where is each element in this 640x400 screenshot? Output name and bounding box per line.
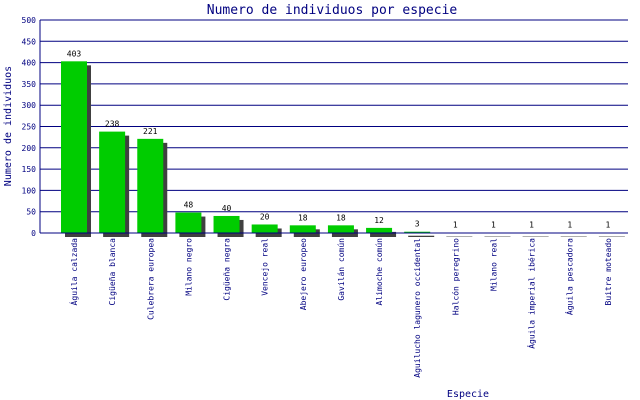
data-label: 1 [529, 221, 534, 230]
x-tick-label: Cigüeña blanca [108, 238, 117, 306]
data-label: 238 [105, 120, 120, 129]
bar [61, 61, 87, 234]
x-tick-label: Aguilucho lagunero occidental [413, 238, 422, 378]
y-tick-label: 300 [22, 101, 37, 110]
y-tick-label: 450 [22, 37, 37, 46]
data-label: 3 [415, 220, 420, 229]
y-tick-label: 400 [22, 59, 37, 68]
x-tick-label: Milano negro [184, 238, 193, 296]
category-labels: Águila calzada Cigüeña blanca Culebrera eu… [68, 238, 613, 378]
x-tick-label: Buitre moteado [604, 238, 613, 306]
bar [175, 212, 202, 233]
x-tick-label: Abejero europeo [299, 238, 308, 310]
bar [404, 231, 431, 233]
x-tick-label: Águila calzada [68, 238, 79, 306]
bar [289, 225, 316, 233]
bar-shadow [370, 231, 397, 237]
bar [99, 131, 126, 233]
bar [327, 225, 354, 233]
data-label: 221 [143, 127, 158, 136]
data-label: 18 [298, 213, 308, 222]
data-label: 1 [491, 221, 496, 230]
x-tick-label: Alimoche común [375, 238, 384, 306]
y-axis-ticks: 0 50 100 150 200 250 300 350 400 450 500 [22, 16, 37, 238]
y-tick-label: 250 [22, 123, 37, 132]
axes [39, 20, 628, 234]
x-tick-label: Halcón peregrino [450, 238, 460, 315]
x-tick-label: Águila imperial ibérica [526, 238, 537, 349]
x-tick-label: Gavilán común [337, 238, 346, 301]
y-tick-label: 200 [22, 144, 37, 153]
bar [366, 227, 393, 233]
data-label: 18 [336, 213, 346, 222]
x-axis-label: Especie [447, 389, 489, 400]
y-tick-label: 500 [22, 16, 37, 25]
y-tick-label: 50 [26, 208, 36, 217]
chart-title: Numero de individuos por especie [207, 3, 458, 18]
bar [251, 224, 278, 233]
y-tick-label: 150 [22, 165, 37, 174]
data-label: 20 [260, 212, 270, 221]
x-tick-label: Culebrera europea [146, 238, 155, 320]
data-label: 48 [184, 201, 194, 210]
bar [213, 215, 240, 233]
bars: 403 238 221 48 40 20 18 18 12 3 1 1 1 1 1 [61, 49, 625, 238]
y-tick-label: 100 [22, 186, 37, 195]
x-tick-label: Cigüeña negra [223, 238, 232, 301]
data-label: 12 [374, 216, 384, 225]
y-axis-label: Numero de individuos [3, 66, 14, 186]
data-label: 40 [222, 204, 232, 213]
data-label: 1 [567, 221, 572, 230]
data-label: 1 [605, 221, 610, 230]
y-tick-label: 0 [31, 229, 36, 238]
y-tick-label: 350 [22, 80, 37, 89]
data-label: 1 [453, 221, 458, 230]
x-tick-label: Milano real [489, 238, 498, 291]
bar-shadow [408, 235, 435, 237]
data-label: 403 [67, 49, 82, 58]
x-tick-label: Águila pescadora [564, 238, 575, 315]
x-tick-label: Vencejo real [261, 238, 270, 296]
bar [137, 138, 164, 233]
